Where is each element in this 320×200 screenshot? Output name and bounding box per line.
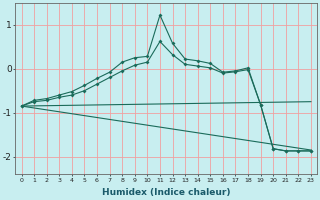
X-axis label: Humidex (Indice chaleur): Humidex (Indice chaleur) <box>102 188 230 197</box>
